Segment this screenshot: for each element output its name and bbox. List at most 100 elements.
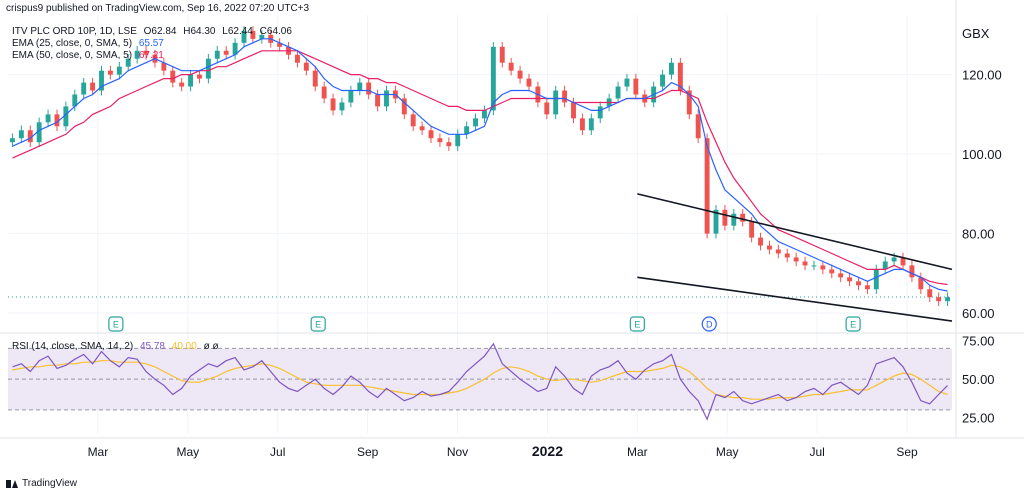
candle-body [829, 269, 835, 274]
candle-body [553, 90, 559, 115]
dividend-marker-icon [701, 316, 717, 332]
open-value: O62.84 [143, 26, 177, 37]
ema50-legend: EMA (50, close, 0, SMA, 5) 67.21 [12, 50, 168, 61]
candle-body [455, 134, 461, 147]
candle-body [116, 66, 122, 75]
candle-body [624, 78, 630, 87]
candle-body [793, 257, 799, 262]
candle-body [615, 86, 621, 99]
candle-body [214, 50, 220, 59]
candle-body [820, 265, 826, 270]
candle-body [704, 138, 710, 234]
axes: 120.00 100.00 80.00 60.00 Mar May Jul Sep Nov 202… [0, 0, 1024, 459]
candle-body [473, 118, 478, 127]
time-tick-label: Jul [270, 445, 285, 459]
candle-body [330, 98, 336, 111]
candle-body [597, 106, 603, 119]
time-tick-label: Nov [447, 445, 468, 459]
ema25-legend: EMA (25, close, 0, SMA, 5) 65.57 [12, 38, 168, 49]
rsi-ma-value: 40.00 [171, 341, 197, 352]
candle-body [410, 114, 416, 127]
candle-body [179, 82, 185, 87]
earnings-marker-icon [629, 316, 645, 332]
rsi-line [12, 342, 948, 421]
footer-brand: TradingView [6, 478, 77, 489]
earnings-marker-icon [310, 316, 326, 332]
candle-body [205, 58, 211, 79]
earnings-marker-icon [108, 316, 124, 332]
candle-body [766, 245, 772, 250]
time-tick-label: Sep [357, 445, 379, 459]
candle-body [375, 94, 381, 107]
ema25-line [12, 38, 948, 292]
candle-body [81, 82, 87, 95]
candle-body [927, 289, 933, 298]
candle-body [722, 209, 728, 226]
event-marker-label: D [706, 320, 713, 330]
candle-body [36, 122, 42, 143]
candle-body [669, 62, 674, 75]
candle-body [339, 102, 345, 111]
symbol-name: ITV PLC ORD 10P, 1D, LSE [12, 26, 137, 37]
candle-body [490, 46, 496, 111]
candle-body [740, 213, 746, 222]
candle-body [856, 281, 861, 286]
time-tick-label: Jul [809, 445, 824, 459]
candle-body [125, 58, 131, 67]
candle-body [384, 90, 389, 107]
price-tick-label: 100.00 [962, 147, 1002, 162]
candle-body [775, 249, 781, 254]
candle-body [10, 138, 15, 143]
candle-body [366, 82, 372, 95]
brand-name: TradingView [22, 478, 78, 489]
candle-body [464, 126, 470, 135]
candle-body [161, 62, 167, 71]
candle-body [188, 74, 194, 87]
candle-body [713, 209, 719, 234]
rsi-ma-line [12, 360, 948, 400]
channel-lower-line [637, 276, 953, 322]
channel-lines [637, 193, 953, 322]
candle-body [143, 50, 149, 55]
candle-body [936, 297, 942, 302]
candle-body [241, 30, 247, 43]
close-value: C64.06 [259, 26, 292, 37]
candle-body [508, 62, 514, 71]
time-tick-label: Mar [88, 445, 109, 459]
rsi-legend: RSI (14, close, SMA, 14, 2) 45.78 40.00 … [12, 341, 223, 352]
candle-body [811, 265, 817, 267]
candle-body [891, 257, 897, 262]
candle-body [357, 82, 363, 91]
low-value: L62.44 [222, 26, 253, 37]
event-marker-label: E [850, 320, 856, 330]
rsi-extra: ø ø [203, 341, 219, 352]
candle-body [686, 90, 692, 115]
price-tick-label: 120.00 [962, 68, 1002, 83]
candle-body [838, 273, 844, 278]
time-tick-label: May [716, 445, 739, 459]
candle-body [517, 70, 523, 79]
candle-body [259, 34, 265, 39]
ema50-value: 67.21 [138, 50, 164, 61]
candle-body [499, 46, 505, 63]
candle-body [562, 90, 568, 103]
time-tick-label: May [176, 445, 199, 459]
candle-body [72, 94, 78, 107]
candle-body [232, 42, 238, 55]
ema50-label: EMA (50, close, 0, SMA, 5) [12, 50, 133, 61]
rsi-value: 45.78 [139, 341, 165, 352]
candle-body [18, 130, 24, 139]
candle-body [571, 102, 576, 119]
channel-upper-line [637, 193, 953, 271]
candle-body [170, 70, 176, 83]
candle-body [749, 221, 755, 238]
candle-body [482, 110, 487, 119]
candle-body [197, 74, 202, 79]
candle-body [864, 285, 870, 290]
candle-body [945, 297, 950, 302]
candle-body [802, 261, 808, 266]
candle-body [579, 118, 585, 131]
price-unit: GBX [962, 26, 990, 41]
ema-lines [12, 38, 948, 292]
